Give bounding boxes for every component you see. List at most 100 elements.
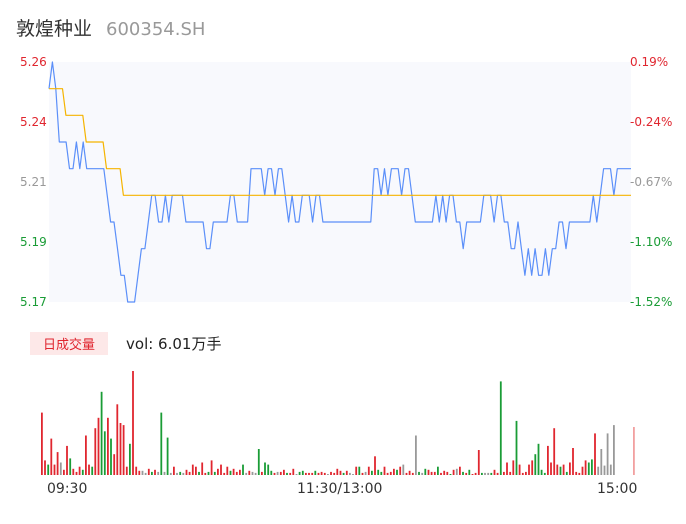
volume-bar bbox=[270, 470, 273, 475]
volume-bar bbox=[572, 448, 574, 475]
volume-bar bbox=[562, 464, 565, 475]
volume-bar bbox=[248, 470, 251, 475]
volume-bar bbox=[226, 466, 229, 475]
volume-bar bbox=[355, 466, 358, 475]
y-tick-right: -1.52% bbox=[630, 295, 673, 309]
volume-bar bbox=[85, 435, 87, 475]
volume-bar bbox=[349, 472, 351, 475]
volume-bar bbox=[47, 464, 50, 475]
y-tick-left: 5.19 bbox=[20, 235, 47, 249]
volume-bar bbox=[75, 471, 78, 475]
volume-bar bbox=[286, 472, 288, 475]
volume-bar bbox=[509, 471, 512, 475]
volume-bar bbox=[81, 469, 84, 475]
volume-bar bbox=[53, 464, 56, 475]
volume-bar bbox=[94, 428, 97, 475]
volume-bar bbox=[207, 471, 210, 475]
volume-bar bbox=[525, 471, 527, 475]
volume-bar bbox=[633, 427, 635, 475]
volume-bar bbox=[446, 471, 449, 475]
volume-bar bbox=[41, 412, 43, 475]
volume-bar bbox=[459, 466, 461, 475]
volume-bar bbox=[380, 471, 383, 475]
y-tick-left: 5.17 bbox=[20, 295, 47, 309]
volume-bar bbox=[210, 460, 213, 475]
volume-bar bbox=[405, 472, 408, 475]
volume-bar bbox=[518, 464, 521, 475]
volume-bar bbox=[364, 471, 367, 475]
volume-bar bbox=[103, 431, 106, 475]
volume-bar bbox=[311, 472, 314, 475]
volume-bar bbox=[386, 472, 389, 475]
y-tick-left: 5.24 bbox=[20, 115, 47, 129]
volume-bar bbox=[63, 469, 65, 475]
volume-bar bbox=[217, 468, 219, 475]
volume-bar bbox=[534, 454, 537, 475]
volume-bar bbox=[496, 472, 499, 475]
volume-bar bbox=[528, 464, 530, 475]
volume-bar bbox=[462, 471, 464, 475]
volume-bar bbox=[399, 466, 402, 475]
volume-bar bbox=[235, 471, 238, 475]
volume-bar bbox=[503, 471, 505, 475]
volume-bar bbox=[408, 470, 411, 475]
volume-bar bbox=[487, 472, 490, 475]
volume-bar bbox=[116, 404, 119, 475]
volume-bar bbox=[107, 417, 109, 475]
volume-bar bbox=[484, 472, 486, 475]
volume-bar bbox=[411, 472, 414, 475]
volume-bar bbox=[251, 471, 254, 475]
volume-bar bbox=[191, 464, 194, 475]
volume-bar bbox=[393, 468, 395, 475]
volume-bar bbox=[97, 417, 100, 475]
volume-bar bbox=[147, 468, 150, 475]
volume-bar bbox=[292, 468, 295, 475]
volume-bar bbox=[264, 462, 266, 475]
volume-bar bbox=[424, 468, 427, 475]
volume-bar bbox=[389, 471, 392, 475]
volume-bar bbox=[430, 471, 433, 475]
volume-bar bbox=[540, 469, 543, 475]
volume-bar bbox=[427, 469, 430, 475]
volume-bar bbox=[69, 458, 72, 475]
volume-bar bbox=[506, 462, 508, 475]
volume-bar bbox=[129, 443, 131, 475]
volume-bar bbox=[317, 472, 320, 475]
volume-bar bbox=[556, 464, 559, 475]
volume-bar bbox=[537, 443, 540, 475]
volume-bar bbox=[141, 470, 144, 475]
volume-bar bbox=[122, 425, 125, 475]
volume-bar bbox=[229, 470, 232, 475]
volume-bar bbox=[323, 472, 326, 475]
volume-bar bbox=[531, 460, 534, 475]
volume-bar bbox=[144, 472, 147, 475]
volume-bar bbox=[283, 469, 285, 475]
volume-bar bbox=[298, 471, 301, 475]
volume-bar bbox=[575, 471, 578, 475]
volume-bar bbox=[308, 472, 310, 475]
volume-bar bbox=[603, 465, 606, 475]
volume-bar bbox=[305, 472, 307, 475]
volume-bar bbox=[100, 391, 103, 475]
volume-bar bbox=[452, 469, 455, 475]
volume-bar bbox=[553, 428, 556, 475]
volume-bar bbox=[474, 472, 477, 475]
volume-bar bbox=[301, 470, 304, 475]
volume-bar bbox=[481, 472, 483, 475]
volume-bar bbox=[169, 472, 172, 475]
volume-bar bbox=[433, 471, 436, 475]
series-line-avg bbox=[49, 88, 631, 196]
volume-bar bbox=[342, 472, 345, 475]
volume-bar bbox=[591, 459, 593, 475]
volume-bar bbox=[421, 472, 424, 475]
volume-bar bbox=[59, 462, 62, 475]
volume-bar bbox=[367, 466, 370, 475]
volume-bar bbox=[179, 471, 182, 475]
volume-bar bbox=[443, 470, 446, 475]
volume-bar bbox=[377, 469, 380, 475]
volume-bar bbox=[273, 472, 276, 475]
volume-bar bbox=[578, 472, 581, 475]
volume-bar bbox=[188, 471, 191, 475]
volume-bar bbox=[333, 472, 336, 475]
y-tick-right: -1.10% bbox=[630, 235, 673, 249]
